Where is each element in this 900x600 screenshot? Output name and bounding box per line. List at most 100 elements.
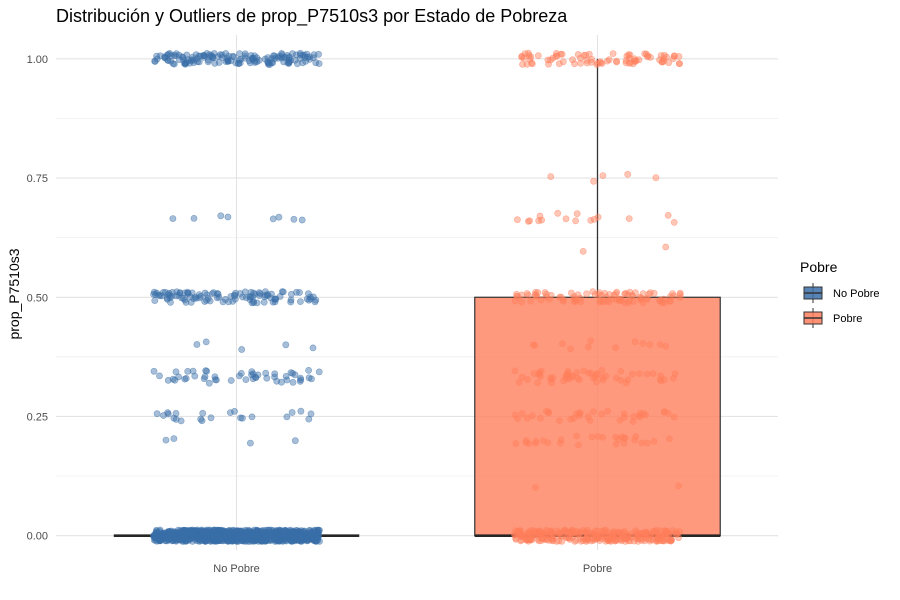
data-point [599,376,607,384]
data-point [164,528,172,536]
y-tick-label: 1.00 [27,54,48,66]
data-point [553,527,561,535]
data-point [190,214,198,222]
data-point [289,378,297,386]
data-point [311,526,319,534]
data-point [573,432,580,440]
data-point [579,247,587,255]
data-point [658,299,666,307]
data-point [631,436,639,444]
data-point [262,369,270,377]
data-point [203,291,211,299]
data-point [614,528,622,536]
data-point [511,367,519,375]
data-point [235,59,242,67]
data-point [576,410,584,418]
data-point [621,434,629,442]
data-point [248,299,256,307]
data-point [662,342,670,350]
data-point [632,432,640,440]
data-point [315,368,323,376]
data-point [549,374,557,382]
data-point [151,297,159,304]
data-point [643,370,651,378]
data-point [548,537,556,544]
data-point [617,376,625,384]
data-point [577,54,584,62]
data-point [623,52,631,60]
data-point [629,370,636,378]
data-point [293,60,301,68]
data-point [638,439,646,447]
data-point [612,344,619,351]
data-point [518,532,526,540]
data-point [307,410,315,418]
data-point [559,340,566,348]
data-point [547,173,555,180]
data-point [645,290,653,298]
data-point [514,415,521,422]
data-point [591,531,599,539]
data-point [266,61,274,68]
data-point [542,534,550,541]
data-point [296,537,304,544]
data-point [270,534,278,541]
data-point [164,56,172,64]
data-point [282,372,290,380]
data-point [557,439,564,447]
data-point [246,439,254,447]
data-point [603,293,610,301]
data-point [537,414,544,422]
data-point [564,367,572,375]
data-point [305,374,313,382]
data-point [613,296,621,304]
data-point [217,212,225,220]
data-point [208,54,216,61]
data-point [302,58,309,65]
data-point [675,482,682,490]
data-point [170,60,178,68]
data-point [292,527,300,534]
data-point [583,529,591,537]
data-point [602,535,610,543]
data-point [569,56,576,64]
data-point [570,292,578,300]
data-point [534,379,541,387]
data-point [216,51,224,58]
data-point [241,288,249,296]
data-point [292,51,300,59]
data-point [641,50,649,58]
data-point [195,58,203,66]
data-point [515,378,523,386]
data-point [279,288,287,296]
data-point [532,288,539,296]
data-point [241,52,249,60]
data-point [518,410,526,417]
data-point [156,372,163,380]
data-point [268,290,275,298]
data-point [282,341,290,349]
data-point [524,217,532,225]
data-point [526,536,533,543]
data-point [543,407,550,415]
data-point [219,298,227,306]
data-point [170,435,178,442]
data-point [598,366,606,374]
data-point [296,298,304,305]
data-point [649,536,657,544]
data-point [544,439,552,447]
box-body [474,296,721,537]
data-point [518,298,525,306]
data-point [169,534,177,542]
data-point [676,528,684,536]
data-point [183,51,191,59]
data-point [271,370,279,378]
data-point [668,531,675,539]
data-point [598,373,606,381]
data-point [193,341,201,348]
data-point [632,289,639,297]
data-point [275,213,283,221]
data-point [620,410,628,418]
data-point [656,341,664,348]
tick-layer: 0.00 0.25 0.50 0.75 1.00 No Pobre Pobre [27,54,613,575]
